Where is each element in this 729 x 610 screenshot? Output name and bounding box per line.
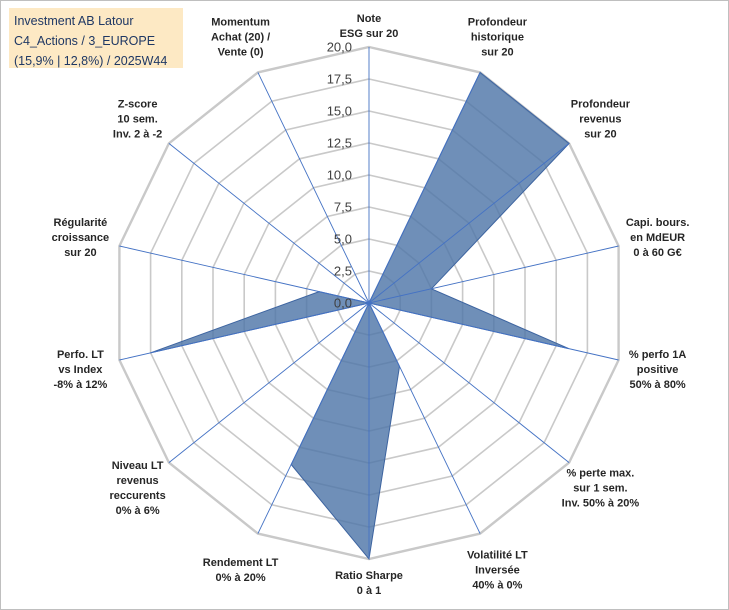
info-title: Investment AB Latour (14, 14, 134, 28)
axis-line (257, 302, 370, 534)
tick-label: 10,0 (327, 168, 352, 183)
axis-label: vs Index (58, 364, 103, 376)
info-category: C4_Actions / 3_EUROPE (14, 34, 156, 48)
axis-label: Volatilité LT (467, 550, 528, 562)
axis-label: Inv. 2 à -2 (113, 128, 162, 140)
axis-label: historique (471, 31, 524, 43)
axis-label: en MdEUR (630, 232, 685, 244)
axis-label: Vente (0) (218, 46, 264, 58)
axis-label: croissance (52, 232, 109, 244)
axis-label: 0% à 20% (216, 572, 266, 584)
axis-label: sur 20 (481, 46, 513, 58)
axis-line (368, 302, 570, 463)
tick-label: 5,0 (334, 232, 352, 247)
axis-label: sur 1 sem. (573, 483, 627, 495)
axis-label: 10 sem. (117, 113, 157, 125)
axis-label: Note (357, 13, 381, 25)
axis-label: Ratio Sharpe (335, 570, 403, 582)
info-stats: (15,9% | 12,8%) / 2025W44 (14, 54, 168, 68)
axis-line (168, 302, 370, 463)
tick-label: 20,0 (327, 40, 352, 55)
axis-label: 0 à 60 G€ (633, 247, 681, 259)
axis-line (168, 143, 370, 304)
axis-label: 0% à 6% (116, 505, 160, 517)
axis-line (257, 72, 370, 304)
axis-label: reccurents (109, 490, 165, 502)
axis-label: Niveau LT (112, 460, 164, 472)
axis-label: 50% à 80% (629, 379, 685, 391)
axis-label: Rendement LT (203, 557, 279, 569)
axis-line (368, 302, 481, 534)
axis-label: -8% à 12% (53, 379, 107, 391)
axis-line (119, 302, 370, 361)
axis-label: sur 20 (64, 247, 96, 259)
tick-label: 17,5 (327, 72, 352, 87)
info-box: Investment AB Latour C4_Actions / 3_EURO… (9, 8, 183, 68)
tick-labels: 0,0 2,5 5,0 7,5 10,0 12,5 15,0 17,5 20,0 (327, 40, 352, 311)
axis-label: revenus (116, 475, 158, 487)
tick-label: 12,5 (327, 136, 352, 151)
axis-label: % perte max. (566, 468, 634, 480)
tick-label: 7,5 (334, 200, 352, 215)
tick-label: 15,0 (327, 104, 352, 119)
axis-label: 40% à 0% (472, 580, 522, 592)
tick-label: 2,5 (334, 264, 352, 279)
axis-lines (119, 47, 619, 559)
axis-line (368, 72, 481, 304)
axis-label: Perfo. LT (57, 349, 104, 361)
axis-label: Momentum (211, 16, 270, 28)
axis-line (119, 245, 370, 304)
axis-label: 0 à 1 (357, 585, 381, 597)
axis-label: ESG sur 20 (340, 28, 399, 40)
tick-label: 0,0 (334, 296, 352, 311)
axis-line (368, 245, 619, 304)
axis-label: revenus (579, 113, 621, 125)
axis-label: Capi. bours. (626, 217, 690, 229)
axis-label: Profondeur (468, 16, 528, 28)
axis-labels: Note ESG sur 20 Profondeur historique sur 20… (52, 13, 690, 597)
axis-line (368, 143, 570, 304)
axis-label: Inv. 50% à 20% (562, 498, 640, 510)
axis-label: % perfo 1A (629, 349, 687, 361)
axis-label: Inversée (475, 565, 520, 577)
axis-label: Régularité (54, 217, 108, 229)
axis-label: positive (637, 364, 679, 376)
axis-line (368, 302, 619, 361)
axis-label: Z-score (118, 98, 158, 110)
axis-label: sur 20 (584, 128, 616, 140)
axis-label: Profondeur (571, 98, 631, 110)
axis-label: Achat (20) / (211, 31, 270, 43)
